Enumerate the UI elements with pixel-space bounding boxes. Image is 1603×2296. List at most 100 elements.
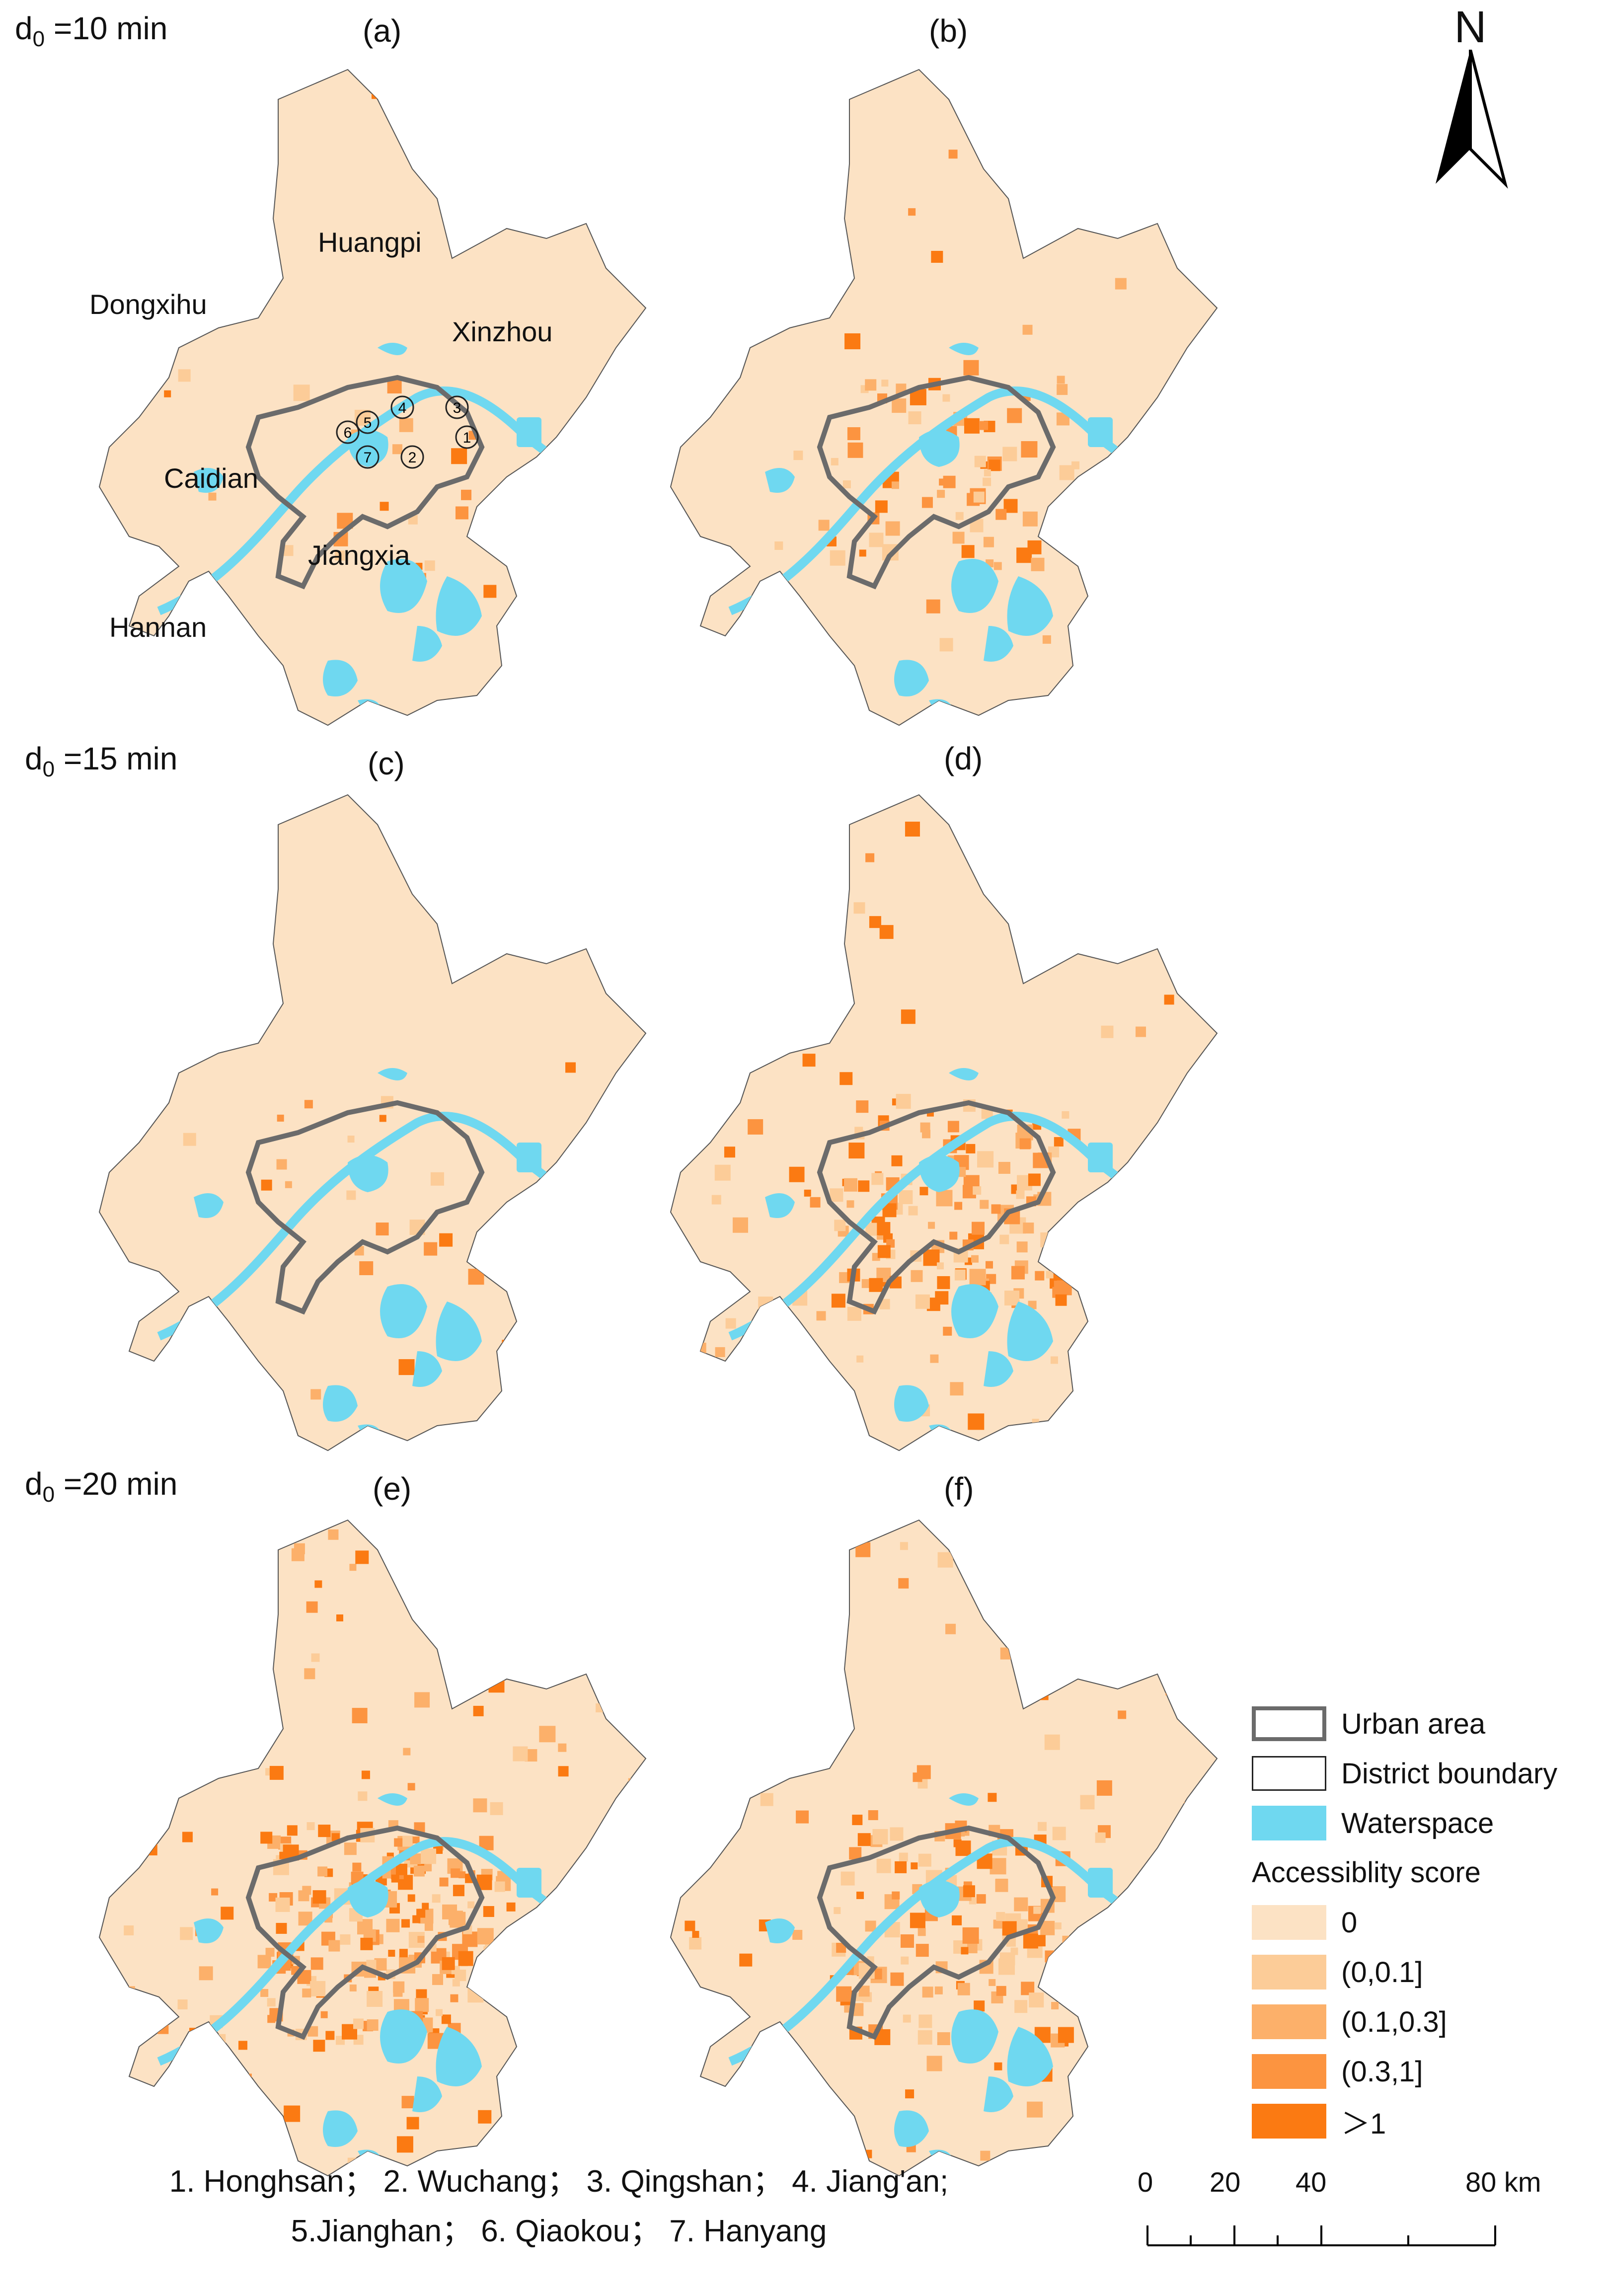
accessibility-cell	[962, 1927, 979, 1944]
accessibility-cell	[451, 448, 467, 464]
accessibility-cell	[789, 1166, 805, 1182]
accessibility-cell	[1118, 1710, 1127, 1719]
accessibility-cell	[858, 1986, 870, 1997]
accessibility-cell	[438, 1529, 455, 1546]
accessibility-cell	[1118, 603, 1133, 617]
accessibility-cell	[678, 1877, 686, 1885]
accessibility-cell	[868, 1810, 878, 1821]
accessibility-cell	[936, 1190, 953, 1207]
accessibility-cell	[304, 1668, 315, 1680]
accessibility-cell	[246, 2146, 253, 2153]
accessibility-cell	[760, 1793, 773, 1806]
accessibility-cell	[516, 1923, 531, 1938]
accessibility-cell	[798, 2070, 808, 2080]
accessibility-cell	[473, 1705, 484, 1716]
accessibility-cell	[754, 1434, 765, 1446]
accessibility-cell	[998, 1161, 1010, 1174]
accessibility-cell	[1164, 995, 1174, 1005]
accessibility-cell	[501, 1631, 518, 1648]
panel-label-d: (d)	[944, 741, 983, 776]
accessibility-cell	[260, 1832, 273, 1844]
accessibility-cell	[483, 1987, 491, 1995]
accessibility-cell	[349, 1984, 357, 1991]
accessibility-cell	[935, 1291, 949, 1305]
accessibility-cell	[967, 1943, 978, 1954]
accessibility-cell	[1214, 920, 1217, 931]
accessibility-cell	[396, 2136, 413, 2153]
accessibility-cell	[533, 2098, 542, 2107]
accessibility-cell	[1001, 848, 1018, 864]
accessibility-cell	[1148, 2071, 1165, 2088]
accessibility-cell	[846, 1200, 854, 1208]
accessibility-cell	[861, 1279, 871, 1288]
accessibility-cell	[980, 1200, 989, 1209]
accessibility-cell	[353, 2018, 364, 2029]
accessibility-cell	[1066, 1630, 1077, 1642]
accessibility-cell	[266, 1718, 275, 1726]
accessibility-cell	[971, 1255, 979, 1263]
accessibility-cell	[1148, 2076, 1162, 2090]
accessibility-cell	[558, 1766, 569, 1777]
accessibility-cell	[931, 251, 943, 263]
accessibility-cell	[903, 2014, 911, 2023]
accessibility-cell	[1014, 1897, 1028, 1912]
accessibility-cell	[954, 1202, 963, 1210]
accessibility-cell	[307, 2026, 318, 2037]
accessibility-cell	[311, 1653, 320, 1662]
accessibility-cell	[1192, 117, 1201, 126]
accessibility-cell	[275, 1897, 290, 1912]
accessibility-cell	[953, 1839, 962, 1847]
accessibility-cell	[331, 1833, 340, 1841]
urban-district-marker	[336, 420, 360, 444]
accessibility-cell	[973, 1186, 982, 1195]
accessibility-cell	[1040, 1232, 1056, 1247]
accessibility-cell	[1187, 373, 1202, 388]
accessibility-cell	[689, 1937, 702, 1950]
accessibility-cell	[229, 648, 238, 657]
panel-label-b: (b)	[929, 13, 968, 49]
accessibility-cell	[798, 1647, 815, 1664]
accessibility-cell	[531, 1951, 540, 1961]
accessibility-cell	[124, 1732, 136, 1745]
accessibility-cell	[961, 545, 975, 558]
accessibility-cell	[1179, 1913, 1191, 1925]
legend-urban-swatch	[1252, 1706, 1326, 1741]
accessibility-cell	[985, 1261, 993, 1269]
north-arrow-icon	[1436, 49, 1508, 189]
accessibility-cell	[1095, 570, 1107, 582]
accessibility-cell	[1097, 2030, 1106, 2040]
panel-label-e: (e)	[373, 1471, 412, 1507]
legend-water-label: Waterspace	[1341, 1807, 1494, 1839]
urban-district-marker	[400, 445, 424, 469]
accessibility-cell	[547, 2063, 554, 2070]
accessibility-cell	[403, 1748, 411, 1756]
accessibility-cell	[328, 1940, 340, 1952]
accessibility-cell	[480, 105, 494, 119]
accessibility-cell	[1156, 508, 1170, 522]
accessibility-cell	[608, 1523, 615, 1530]
accessibility-cell	[1157, 1378, 1168, 1389]
accessibility-cell	[398, 1359, 415, 1376]
accessibility-cell	[1031, 557, 1045, 571]
accessibility-cell	[952, 1915, 962, 1925]
accessibility-cell	[840, 1871, 855, 1886]
accessibility-cell	[865, 379, 877, 391]
accessibility-cell	[1182, 2005, 1192, 2015]
accessibility-cell	[618, 1607, 628, 1617]
accessibility-cell	[304, 1100, 313, 1109]
accessibility-cell	[993, 1919, 1002, 1929]
accessibility-cell	[1163, 1916, 1175, 1928]
accessibility-cell	[936, 1262, 944, 1270]
urban-district-marker	[455, 425, 479, 449]
legend-class-1: (0,0.1]	[1252, 1947, 1590, 1997]
accessibility-cell	[584, 1332, 600, 1348]
accessibility-cell	[980, 2150, 991, 2161]
accessibility-cell	[442, 1957, 455, 1970]
accessibility-cell	[671, 1018, 686, 1033]
accessibility-cell	[1194, 1573, 1209, 1588]
north-arrow: N	[1426, 5, 1515, 194]
accessibility-cell	[458, 1951, 473, 1966]
accessibility-cell	[948, 150, 958, 159]
accessibility-cell	[714, 1164, 731, 1181]
